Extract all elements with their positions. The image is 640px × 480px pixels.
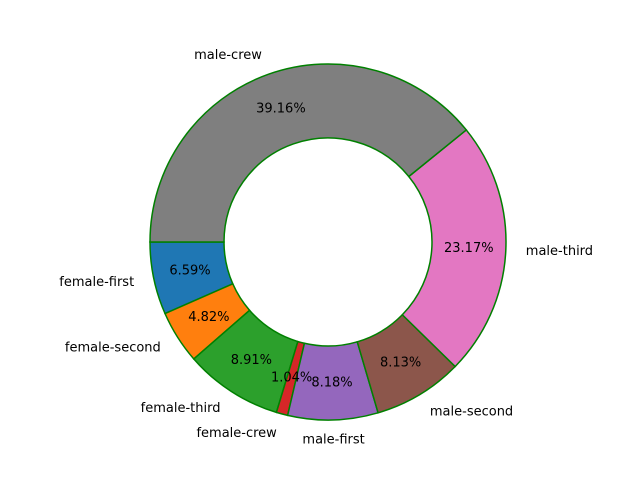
percent-label-male-crew: 39.16%	[256, 102, 306, 117]
slices-group	[149, 63, 507, 421]
percent-label-male-third: 23.17%	[444, 241, 494, 256]
category-label-male-second: male-second	[430, 404, 513, 419]
percent-label-male-second: 8.13%	[380, 355, 421, 370]
category-labels-group: female-first female-second female-third fem…	[59, 48, 593, 447]
percent-label-female-third: 8.91%	[231, 353, 272, 368]
category-label-female-crew: female-crew	[196, 426, 277, 441]
slice-male-third	[401, 128, 507, 368]
slice-male-crew	[149, 63, 468, 243]
percent-label-female-second: 4.82%	[188, 310, 229, 325]
percent-label-male-first: 8.18%	[311, 375, 352, 390]
percent-label-female-crew: 1.04%	[271, 371, 312, 386]
category-label-male-third: male-third	[526, 244, 593, 259]
category-label-female-third: female-third	[141, 401, 221, 416]
category-label-male-crew: male-crew	[194, 48, 262, 63]
category-label-male-first: male-first	[302, 432, 364, 447]
percent-labels-group: 6.59% 4.82% 8.91% 1.04% 8.18% 8.13% 23.17% 39.1…	[169, 102, 493, 391]
percent-label-female-first: 6.59%	[169, 264, 210, 279]
category-label-female-second: female-second	[65, 341, 161, 356]
category-label-female-first: female-first	[59, 275, 134, 290]
